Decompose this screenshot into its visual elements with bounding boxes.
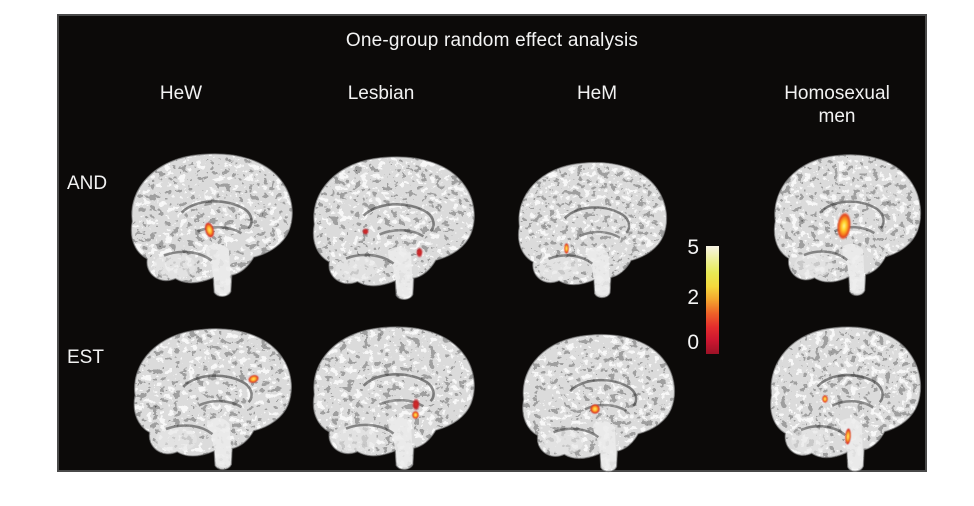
brain-image-est-lesbian <box>302 319 478 473</box>
colorbar-tick-2: 2 <box>687 286 699 309</box>
brain-image-and-hem <box>508 155 670 301</box>
brain-image-est-homosexual-men <box>760 319 924 475</box>
figure-panel: One-group random effect analysis HeW Les… <box>57 14 927 473</box>
activation-blob-and-lesbian <box>361 227 369 235</box>
column-header-hew: HeW <box>159 83 203 104</box>
brain-image-and-lesbian <box>302 149 478 303</box>
activation-blob-est-hem <box>590 404 600 414</box>
brain-grid <box>59 16 925 473</box>
activation-blob-and-hem <box>563 242 569 254</box>
brain-image-est-hem <box>512 327 678 475</box>
colorbar <box>706 246 719 354</box>
row-label-and: AND <box>67 173 108 194</box>
activation-blob-est-homosexual-men <box>822 395 828 403</box>
colorbar-tick-0: 0 <box>687 331 699 354</box>
figure-title: One-group random effect analysis <box>345 30 639 51</box>
activation-blob-est-lesbian <box>411 411 419 419</box>
column-header-hem: HeM <box>576 83 618 104</box>
column-header-lesbian: Lesbian <box>347 83 415 104</box>
brain-image-est-hew <box>123 321 295 473</box>
row-label-est: EST <box>67 347 104 368</box>
activation-blob-and-lesbian <box>415 246 423 258</box>
column-header-homosexual-men: Homosexual men <box>784 83 890 127</box>
colorbar-tick-5: 5 <box>687 236 699 259</box>
activation-blob-est-lesbian <box>412 397 420 411</box>
